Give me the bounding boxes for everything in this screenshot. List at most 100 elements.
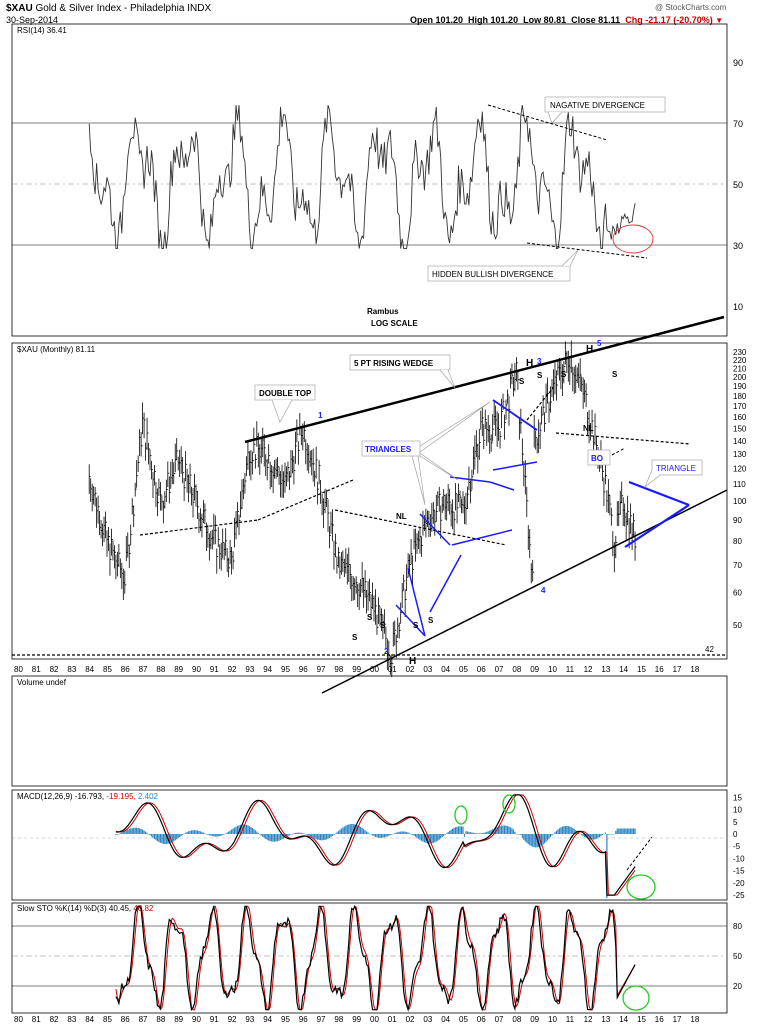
x-tick-label: 99 [352,1015,361,1024]
macd-hist-bar [600,834,602,837]
macd-hist-bar [253,829,255,834]
x-tick-label: 96 [299,665,308,674]
wedge-point-labels: 1 2 3 4 5 [318,339,602,656]
callout-pointer [271,399,293,423]
macd-hist-bar [357,825,359,834]
macd-hist-bar [208,834,210,836]
macd-hist-bar [187,831,190,834]
sto-green-circle [622,985,650,1011]
macd-signal-value: -19.195, [106,792,135,801]
close-value: Close 81.11 [571,15,621,25]
macd-hist-bar [383,834,385,838]
macd-hist-bar [581,834,583,835]
macd-hist-bar [317,834,319,840]
macd-hist-bar [619,828,621,834]
price-tick-label: 60 [733,588,742,597]
macd-hist-bar [377,834,380,838]
x-tick-label: 95 [281,665,290,674]
price-panel-frame [11,342,728,660]
macd-hist-bar [179,834,181,838]
macd-hist-bar [312,834,314,838]
macd-hist-bar [432,834,434,843]
triangle-callout: TRIANGLE [644,459,703,488]
head-label: H [409,656,416,667]
x-tick-label: 97 [317,1015,326,1024]
triangle-line [429,554,462,613]
chart-title: $XAU Gold & Silver Index - Philadelphia … [6,3,211,14]
macd-hist-bar [236,825,239,834]
x-tick-label: 89 [174,1015,183,1024]
macd-hist-bar [293,833,295,834]
macd-hist-bar [257,832,259,834]
macd-hist-bar [472,832,474,834]
wedge-point-3: 3 [537,357,542,366]
macd-hist-bar [180,834,182,836]
negative-divergence-callout: NAGATIVE DIVERGENCE [544,96,666,124]
macd-hist-bar [256,831,258,834]
macd-hist-bar [592,834,595,840]
macd-hist-bar [133,827,135,834]
macd-hist-bar [302,833,304,834]
x-tick-label: 11 [566,1015,575,1024]
triangle-line [489,481,515,491]
macd-hist-bar [119,833,121,834]
x-tick-label: 98 [334,1015,343,1024]
macd-hist-bar [199,831,202,834]
macd-hist-bar [431,834,433,844]
macd-hist-bar [228,831,230,834]
rsi-tick-label: 70 [733,119,743,129]
macd-hist-bar [128,829,130,834]
macd-hist-bar [262,834,264,837]
macd-hist-bar [220,834,222,836]
macd-hist-bar [365,831,368,834]
macd-hist-bar [297,832,299,834]
macd-hist-bar [340,828,342,834]
macd-hist-bar [155,834,157,841]
symbol: $XAU [6,3,33,14]
x-tick-label: 12 [584,665,593,674]
macd-hist-bar [628,828,630,834]
callout-pointer [439,369,456,389]
callout-pointer [561,249,579,267]
macd-hist-bar [466,831,469,834]
macd-hist-bar [594,834,596,840]
x-tick-label: 06 [477,665,486,674]
x-tick-label: 18 [690,665,699,674]
rising-wedge-callout: 5 PT RISING WEDGE [349,354,456,389]
macd-hist-bar [385,834,387,837]
macd-hist-bar [127,829,129,834]
x-tick-label: 00 [370,665,379,674]
price-tick-label: 180 [733,392,747,401]
macd-hist-value: 2.402 [138,792,159,801]
macd-trend-dash [626,836,653,871]
price-tick-label: 190 [733,382,747,391]
x-tick-label: 08 [512,1015,521,1024]
price-tick-label: 220 [733,356,747,365]
x-tick-label: 90 [192,665,201,674]
rsi-tick-label: 10 [733,302,743,312]
x-tick-label: 91 [210,1015,219,1024]
macd-hist-bar [535,834,537,848]
x-tick-label: 86 [121,665,130,674]
x-tick-label: 10 [548,1015,557,1024]
price-bars [88,340,637,678]
macd-tick-label: 15 [733,793,742,802]
macd-hist-bar [500,825,503,834]
macd-hist-bar [533,834,535,848]
macd-hist-bar [201,831,203,834]
pattern-labels: NL NL H H H S S S S S S S S S 1 2 3 4 5 [318,339,618,667]
macd-hist-bar [450,829,452,834]
x-tick-label: 80 [14,1015,23,1024]
sto-tick-label: 80 [733,922,742,931]
x-tick-label: 82 [50,665,59,674]
macd-hist-bar [414,834,417,837]
price-tick-label: 70 [733,561,742,570]
macd-hist-bar [360,827,362,834]
macd-hist-bar [394,833,396,834]
support-line-label: 42 [705,645,714,654]
macd-hist-bar [322,834,325,841]
rsi-red-circle [612,224,654,254]
macd-hist-bar [477,833,479,834]
macd-hist-bar [331,834,334,837]
